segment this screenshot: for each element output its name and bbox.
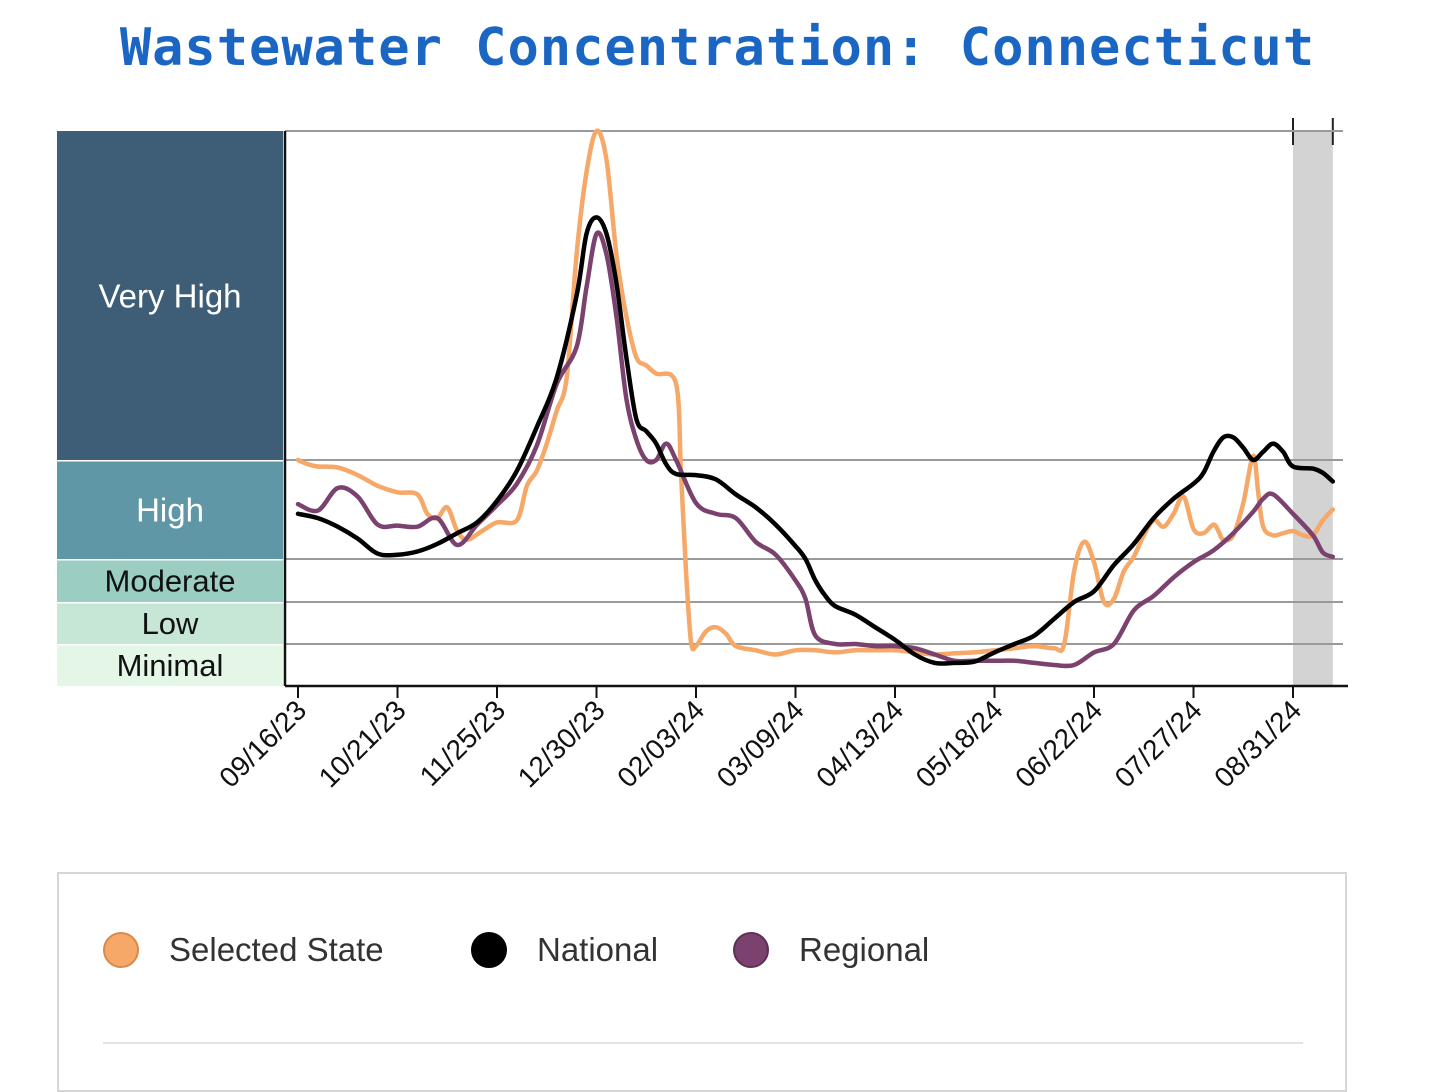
level-label-minimal: Minimal <box>117 648 224 683</box>
legend-item-selected-state[interactable]: Selected State <box>103 930 384 970</box>
level-label-low: Low <box>142 606 199 641</box>
series-lines <box>295 128 1336 669</box>
series-line-selected-state <box>295 128 1336 657</box>
gridlines <box>285 130 1343 645</box>
level-band-very-high <box>57 131 283 460</box>
legend-dot-icon <box>103 932 139 968</box>
level-label-moderate: Moderate <box>105 564 236 599</box>
x-tick-label: 10/21/23 <box>313 694 412 793</box>
x-tick-label: 05/18/24 <box>910 694 1009 793</box>
level-label-high: High <box>136 491 204 528</box>
legend: Selected State National Regional <box>57 872 1347 1092</box>
x-tick-label: 09/16/23 <box>213 694 312 793</box>
level-band-moderate <box>57 560 283 602</box>
level-band-high <box>57 461 283 559</box>
level-bands: Very High High Moderate Low Minimal <box>57 131 283 686</box>
x-tick-label: 03/09/24 <box>711 694 810 793</box>
axes <box>283 131 1348 688</box>
x-tick-label: 04/13/24 <box>810 694 909 793</box>
legend-dot-icon <box>471 932 507 968</box>
x-axis-ticks: 09/16/23 10/21/23 11/25/23 12/30/23 02/03/24… <box>213 686 1307 793</box>
legend-item-national[interactable]: National <box>471 930 658 970</box>
x-tick-label: 08/31/24 <box>1208 694 1307 793</box>
legend-label: Regional <box>799 931 930 968</box>
provisional-shade <box>1293 131 1333 686</box>
provisional-period <box>1292 118 1334 686</box>
chart: Very High High Moderate Low Minimal 09/16/23… <box>57 118 1348 793</box>
series-line-national <box>295 215 1336 666</box>
level-band-minimal <box>57 645 283 686</box>
legend-divider <box>103 1042 1303 1044</box>
legend-label: Selected State <box>169 931 384 968</box>
legend-dot-icon <box>733 932 769 968</box>
legend-item-regional[interactable]: Regional <box>733 930 929 970</box>
x-tick-label: 11/25/23 <box>414 694 512 792</box>
level-band-low <box>57 603 283 644</box>
legend-label: National <box>537 931 659 968</box>
level-label-very-high: Very High <box>98 277 241 314</box>
x-tick-label: 02/03/24 <box>611 694 710 793</box>
page-title: Wastewater Concentration: Connecticut <box>119 18 1316 78</box>
series-line-regional <box>295 230 1336 669</box>
x-tick-label: 07/27/24 <box>1109 694 1208 793</box>
x-tick-label: 12/30/23 <box>512 694 611 793</box>
x-tick-label: 06/22/24 <box>1009 694 1108 793</box>
